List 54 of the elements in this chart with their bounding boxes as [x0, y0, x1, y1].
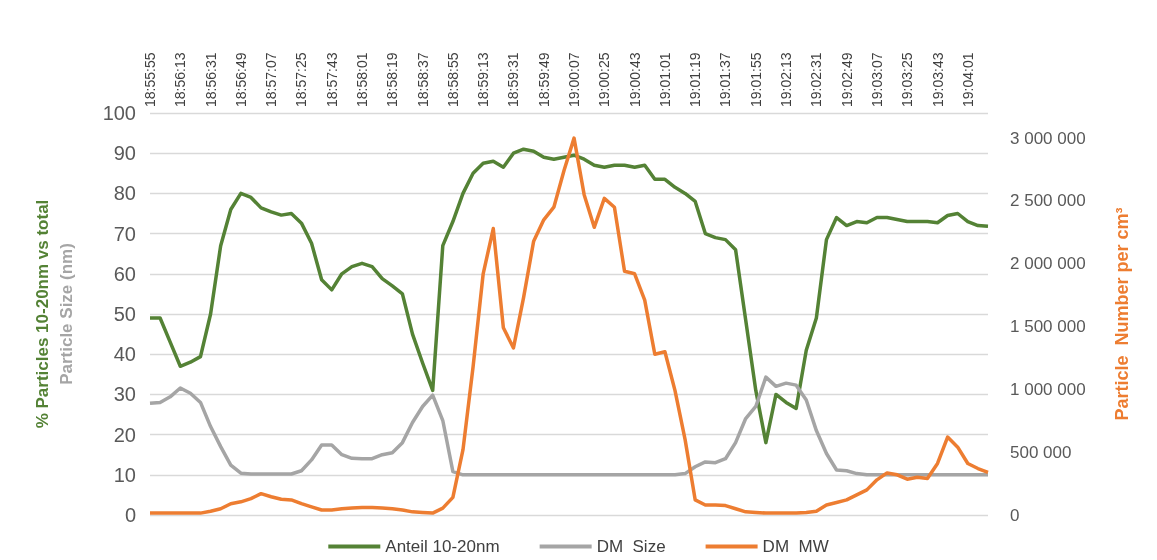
y-tick-label: 30 [113, 383, 136, 406]
y-tick-label: 50 [113, 303, 136, 325]
x-tick-label: 18:58:55 [444, 52, 461, 107]
y2-tick-label: 1 000 000 [1010, 379, 1086, 399]
y-tick-label: 70 [113, 222, 136, 245]
y-axis-title: % Particles 10-20nm vs total Particle Size (nm) [32, 199, 76, 429]
y-tick-label: 20 [113, 423, 136, 446]
x-tick-label: 18:55:55 [142, 52, 158, 107]
x-tick-label: 18:58:01 [354, 52, 371, 107]
x-tick-label: 18:57:25 [293, 52, 310, 107]
y-tick-label: 40 [113, 343, 136, 366]
x-tick-label: 19:03:43 [929, 52, 946, 107]
y-tick-label: 10 [113, 463, 136, 486]
y-tick-label: 60 [113, 262, 136, 285]
x-tick-label: 18:59:13 [475, 52, 492, 107]
x-tick-label: 18:58:37 [414, 52, 431, 107]
y2-tick-label: 500 000 [1010, 442, 1072, 462]
y-tick-label: 80 [113, 182, 136, 205]
y2-tick-label: 3 000 000 [1010, 128, 1086, 148]
x-tick-label: 19:02:31 [808, 52, 825, 107]
y2-tick-label: 1 500 000 [1010, 317, 1086, 337]
line-series [148, 375, 990, 477]
y-tick-label: 100 [102, 102, 136, 124]
x-tick-label: 18:59:31 [505, 52, 522, 107]
x-tick-label: 19:01:37 [717, 52, 734, 107]
x-tick-label: 18:59:49 [535, 52, 552, 107]
x-tick-label: 19:01:01 [656, 52, 673, 107]
x-tick-label: 19:03:25 [899, 52, 916, 107]
x-tick-label: 18:57:43 [323, 52, 340, 107]
x-tick-label: 18:56:49 [232, 52, 249, 107]
x-tick-label: 18:56:31 [202, 52, 219, 107]
y2-tick-label: 0 [1010, 505, 1020, 525]
y2-tick-label: 2 500 000 [1010, 191, 1086, 211]
y-tick-label: 0 [124, 504, 136, 526]
legend-label: DM MW [762, 537, 829, 556]
x-tick-label: 19:00:07 [566, 52, 583, 107]
x-tick-label: 18:57:07 [263, 52, 280, 107]
x-tick-label: 19:03:07 [868, 52, 885, 107]
x-tick-label: 19:00:43 [626, 52, 643, 107]
x-tick-label: 19:02:49 [838, 52, 855, 107]
x-tick-label: 19:01:55 [747, 52, 764, 107]
x-tick-label: 19:00:25 [596, 52, 613, 107]
x-tick-label: 18:58:19 [384, 52, 401, 107]
line-series [148, 147, 990, 445]
line-series [148, 136, 990, 515]
legend-label: Anteil 10-20nm [385, 537, 500, 556]
y-tick-label: 90 [113, 142, 136, 165]
legend-label: DM Size [596, 537, 666, 556]
x-tick-label: 19:04:01 [959, 52, 976, 107]
y2-tick-label: 2 000 000 [1010, 254, 1086, 274]
y2-axis-title: Particle Number per cm³ [1112, 207, 1132, 421]
x-tick-label: 19:02:13 [778, 52, 795, 107]
x-tick-label: 19:01:19 [687, 52, 704, 107]
x-tick-label: 18:56:13 [172, 52, 189, 107]
